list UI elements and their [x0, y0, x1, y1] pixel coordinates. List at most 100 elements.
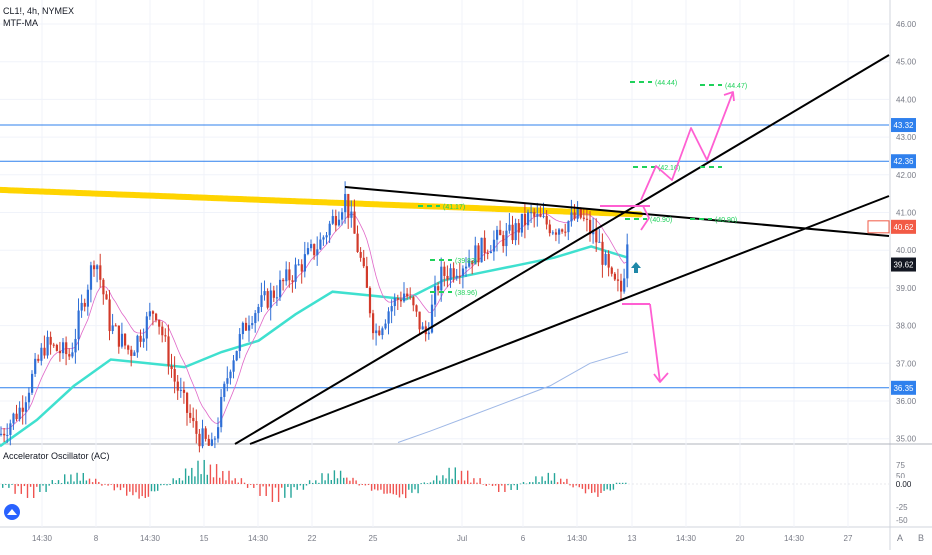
candle-down	[334, 216, 337, 226]
ac-bar-up	[284, 484, 286, 498]
candle-down	[582, 217, 585, 219]
price-tick-label: 35.00	[896, 435, 917, 444]
axis-corner-b[interactable]: B	[918, 533, 925, 543]
ac-bar-down	[95, 478, 97, 484]
ac-bar-down	[392, 484, 394, 495]
candle-up	[179, 389, 182, 391]
ac-bar-up	[150, 484, 153, 492]
ac-bar-up	[169, 484, 171, 486]
ac-bar-down	[591, 484, 593, 493]
horizontal-levels[interactable]	[0, 124, 889, 389]
price-axis[interactable]: 35.00 36.00 37.00 38.00 39.00 40.00 41.00 42.00…	[896, 20, 917, 444]
ac-bar-up	[191, 467, 193, 484]
ac-bar-up	[181, 480, 184, 484]
ac-bar-up	[445, 478, 447, 484]
oscillator-title[interactable]: Accelerator Oscillator (AC)	[3, 451, 110, 461]
candle-up	[536, 213, 539, 217]
candle-down	[173, 368, 176, 382]
candle-up	[275, 297, 279, 299]
projection-arrows[interactable]	[600, 91, 735, 383]
candle-up	[223, 383, 226, 397]
ac-bar-up	[525, 483, 528, 485]
ac-bar-down	[122, 484, 125, 488]
ac-bar-up	[51, 480, 53, 484]
trendlines[interactable]	[234, 54, 890, 445]
target-label: (40.90)	[715, 217, 737, 224]
candle-up	[325, 235, 328, 238]
ac-bar-up	[290, 484, 292, 498]
price-tick-label: 46.00	[896, 20, 917, 29]
current-price-tag	[867, 220, 890, 234]
ac-bar-down	[575, 484, 577, 486]
ac-bar-down	[581, 484, 584, 489]
ac-bar-up	[200, 474, 202, 484]
candle-down	[158, 319, 161, 327]
ac-bar-up	[343, 477, 345, 484]
candle-up	[133, 352, 136, 356]
ac-bar-down	[349, 480, 351, 484]
logo-icon[interactable]	[4, 504, 20, 520]
ac-bar-down	[240, 478, 243, 484]
candle-up	[201, 428, 204, 447]
logo-glyph	[7, 509, 17, 515]
ac-bar-up	[64, 474, 66, 484]
candle-up	[567, 221, 570, 233]
candle-down	[192, 417, 195, 422]
ac-bar-down	[126, 484, 128, 496]
candle-up	[337, 219, 341, 226]
candle-up	[148, 311, 151, 317]
ac-bar-down	[556, 482, 559, 484]
ac-bar-up	[194, 476, 196, 484]
candle-up	[508, 224, 511, 231]
candle-down	[155, 313, 158, 320]
target-label: (40.90)	[650, 217, 672, 224]
ac-bar-down	[563, 482, 565, 484]
candle-up	[248, 325, 251, 331]
ac-bar-down	[383, 484, 385, 494]
time-axis[interactable]: 14:30 8 14:30 15 14:30 22 25 Jul 6 14:30 13 14:30 20…	[32, 534, 853, 543]
candle-down	[486, 252, 489, 254]
ac-bar-up	[60, 483, 63, 484]
osc-tick-label: -25	[896, 503, 908, 512]
target-markers: (44.44) (44.47) (42.16) (41.17) (40.90) (40.9…	[418, 80, 747, 297]
ac-bar-down	[398, 484, 401, 498]
candle-down	[613, 273, 616, 280]
ac-bar-up	[513, 484, 515, 486]
candle-up	[241, 322, 244, 335]
candle-up	[77, 310, 80, 339]
ac-bar-down	[262, 484, 264, 487]
ac-bar-down	[488, 484, 491, 485]
candle-up	[598, 241, 601, 243]
ac-bar-down	[274, 484, 277, 488]
candle-down	[564, 231, 567, 233]
candle-down	[161, 326, 164, 336]
price-tick-label: 45.00	[896, 58, 917, 67]
ac-bar-up	[206, 474, 208, 484]
axis-corner-a[interactable]: A	[897, 533, 904, 543]
ac-bar-up	[203, 459, 205, 484]
candle-up	[310, 244, 313, 249]
symbol-title[interactable]: CL1!, 4h, NYMEX	[3, 6, 75, 16]
ac-bar-up	[516, 484, 518, 490]
indicator-title[interactable]: MTF-MA	[3, 18, 38, 28]
candle-down	[99, 265, 102, 280]
candle-up	[520, 213, 523, 233]
ac-bar-down	[504, 484, 506, 492]
ac-bar-up	[308, 480, 311, 484]
candle-down	[443, 266, 446, 276]
ac-bar-down	[386, 484, 388, 494]
candle-up	[40, 347, 43, 361]
ac-bar-down	[463, 480, 466, 484]
candle-down	[49, 336, 52, 345]
ac-bar-down	[597, 484, 599, 497]
candle-down	[601, 241, 604, 265]
ac-bar-up	[423, 482, 425, 484]
ac-bar-down	[491, 484, 494, 486]
ac-bar-down	[460, 470, 463, 484]
target-label: (38.96)	[455, 290, 477, 297]
candle-down	[412, 297, 415, 306]
candle-down	[359, 251, 362, 258]
ac-bar-up	[293, 484, 295, 488]
candle-down	[139, 335, 142, 342]
